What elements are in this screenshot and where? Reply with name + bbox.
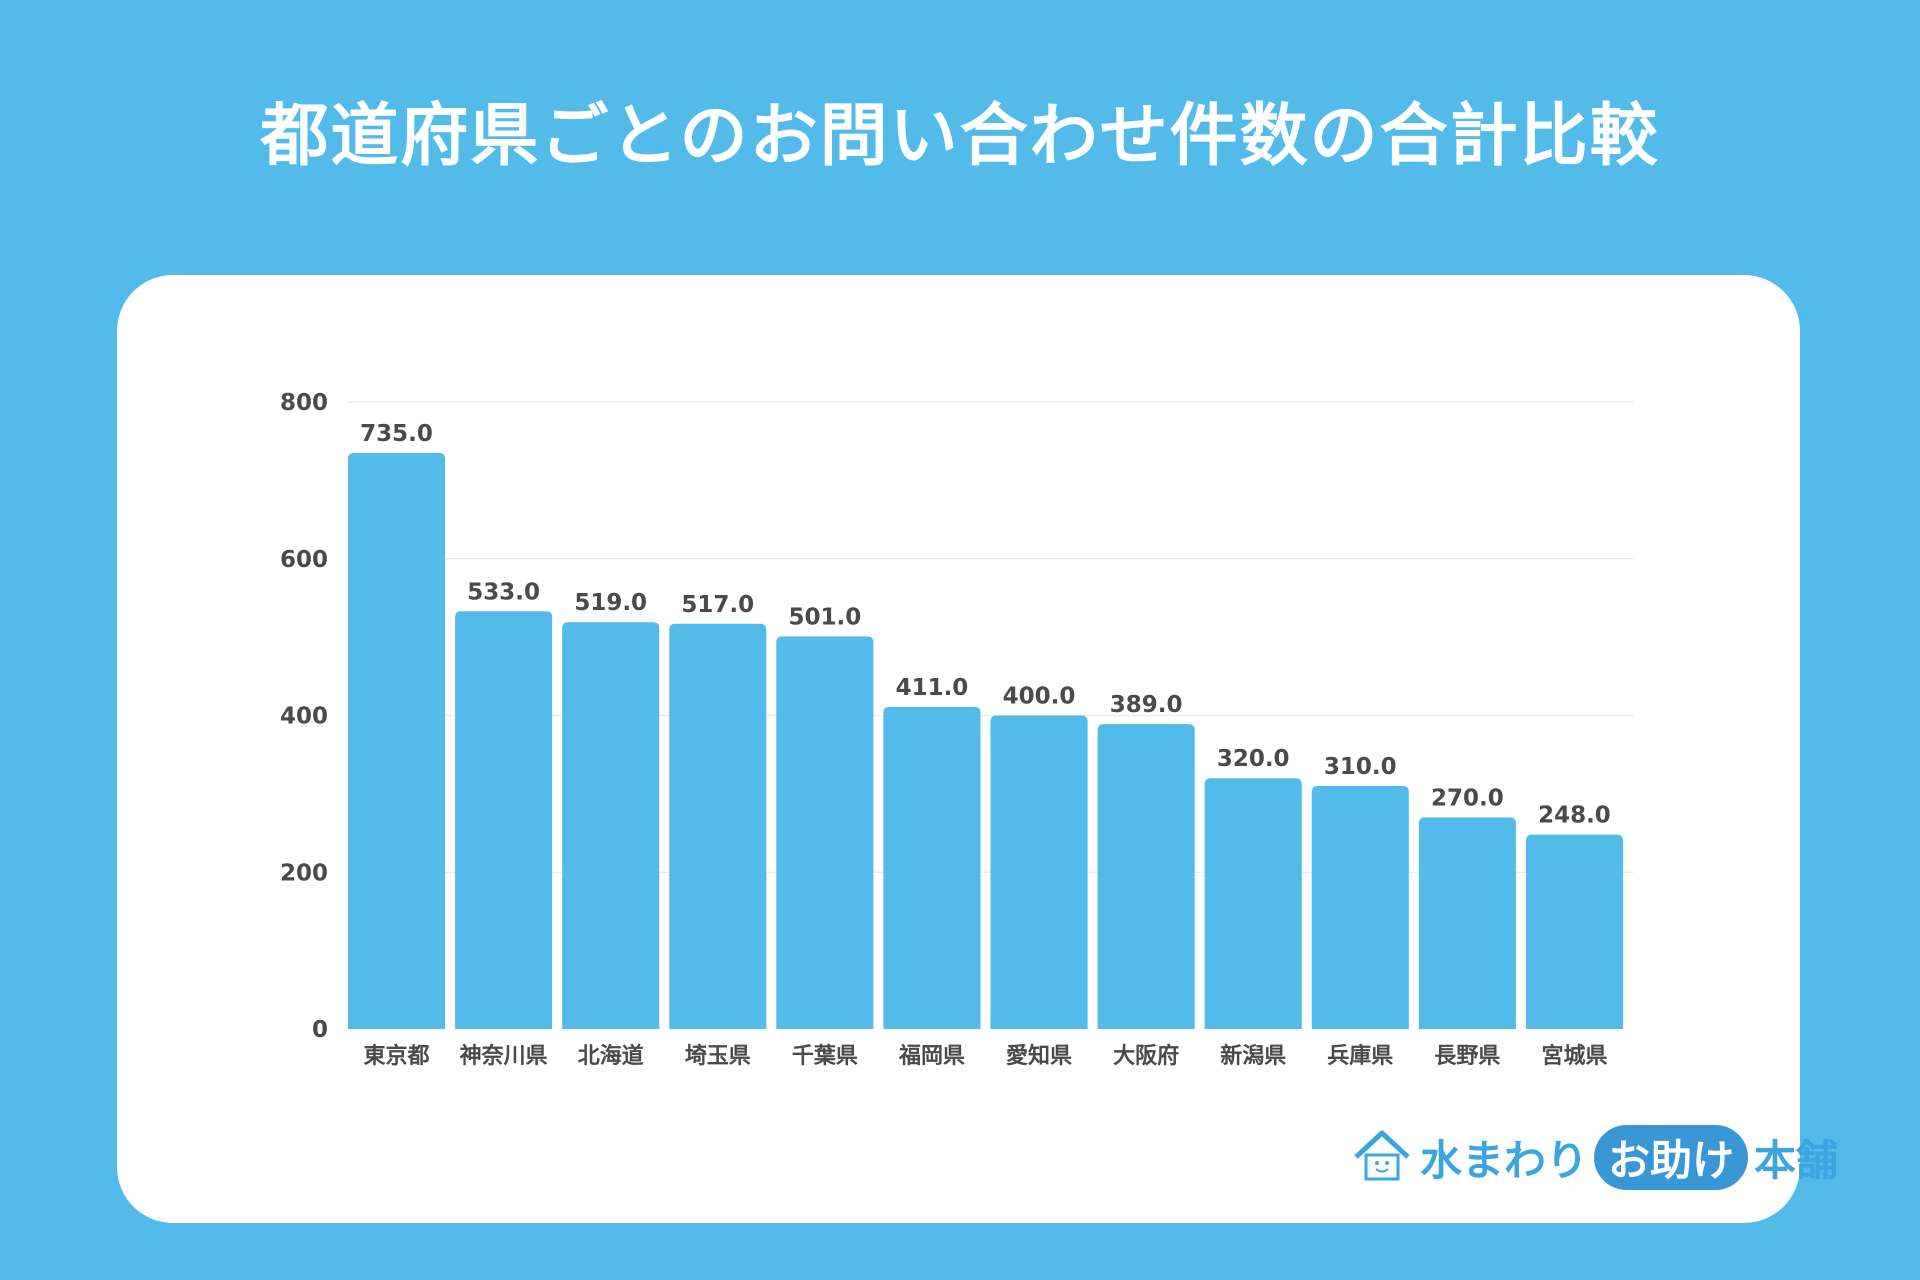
bar [455, 611, 553, 1029]
x-tick-label: 愛知県 [1006, 1043, 1072, 1069]
data-label: 400.0 [1003, 684, 1076, 710]
y-tick-label: 0 [312, 1017, 328, 1043]
bar [1097, 724, 1195, 1029]
data-label: 389.0 [1110, 692, 1183, 718]
bar [562, 622, 660, 1029]
data-label: 533.0 [467, 579, 540, 605]
bar [776, 636, 874, 1029]
bar [1525, 834, 1623, 1029]
logo-text-3: 本舗 [1754, 1135, 1839, 1185]
bar [1418, 817, 1516, 1029]
data-label: 320.0 [1217, 746, 1290, 772]
logo-text-2: お助け [1594, 1124, 1749, 1190]
bar [1311, 786, 1409, 1029]
x-tick-label: 東京都 [364, 1043, 430, 1069]
x-tick-label: 兵庫県 [1327, 1043, 1393, 1069]
data-label: 501.0 [788, 604, 861, 630]
bar [1204, 778, 1302, 1029]
x-tick-label: 千葉県 [792, 1044, 858, 1069]
y-tick-label: 400 [280, 704, 328, 730]
house-icon [1354, 1130, 1410, 1181]
x-tick-label: 神奈川県 [460, 1043, 548, 1069]
data-label: 310.0 [1324, 754, 1397, 780]
data-label: 519.0 [574, 590, 647, 616]
chart-title: 都道府県ごとのお問い合わせ件数の合計比較 [260, 97, 1660, 176]
data-label: 248.0 [1538, 803, 1611, 829]
bar [883, 706, 981, 1029]
x-tick-label: 埼玉県 [685, 1044, 751, 1069]
bar [669, 623, 767, 1029]
bar [348, 452, 446, 1030]
x-tick-label: 福岡県 [898, 1044, 965, 1069]
data-label: 411.0 [896, 675, 969, 701]
logo-text-1: 水まわり [1420, 1135, 1589, 1185]
x-tick-label: 新潟県 [1220, 1043, 1286, 1069]
y-tick-label: 600 [280, 547, 328, 573]
data-label: 517.0 [681, 592, 754, 618]
y-tick-label: 800 [280, 390, 328, 416]
x-tick-label: 長野県 [1434, 1044, 1500, 1069]
x-tick-label: 大阪府 [1113, 1043, 1179, 1069]
y-tick-label: 200 [280, 860, 328, 886]
bar [990, 715, 1088, 1029]
data-label: 270.0 [1431, 785, 1504, 811]
x-tick-label: 宮城県 [1541, 1043, 1607, 1069]
x-tick-label: 北海道 [578, 1043, 644, 1069]
brand-logo: 水まわり お助け 本舗 [1350, 1122, 1838, 1192]
data-label: 735.0 [360, 421, 433, 447]
